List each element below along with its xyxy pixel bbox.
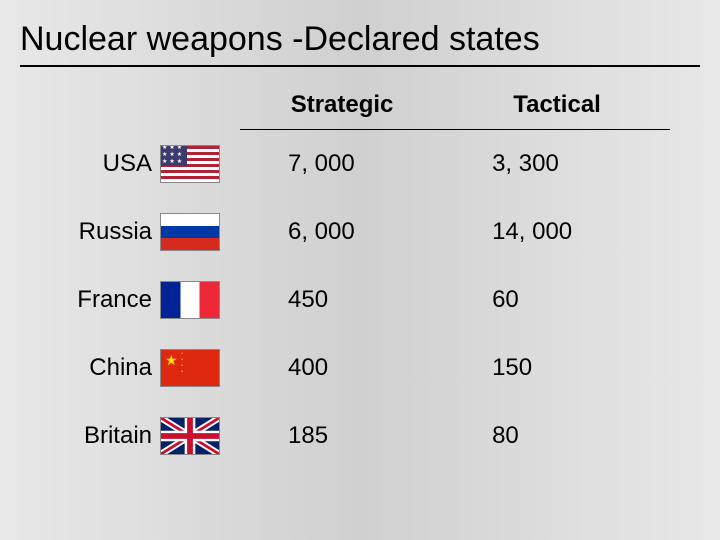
flag-china-icon: [160, 349, 220, 387]
strategic-value: 7, 000: [240, 130, 444, 198]
header-strategic: Strategic: [240, 85, 444, 130]
strategic-value: 450: [240, 266, 444, 334]
header-tactical: Tactical: [444, 85, 670, 130]
tactical-value: 14, 000: [444, 198, 670, 266]
flag-cell: [160, 266, 240, 334]
header-blank-country: [50, 85, 160, 130]
table-row: USA 7, 000 3, 300: [50, 130, 670, 198]
flag-uk-icon: [160, 417, 220, 455]
country-label: USA: [50, 130, 160, 198]
strategic-value: 6, 000: [240, 198, 444, 266]
country-label: France: [50, 266, 160, 334]
flag-usa-icon: [160, 145, 220, 183]
table-row: France 450 60: [50, 266, 670, 334]
tactical-value: 80: [444, 402, 670, 470]
slide: Nuclear weapons -Declared states Strateg…: [0, 0, 720, 540]
flag-cell: [160, 198, 240, 266]
table-row: Russia 6, 000 14, 000: [50, 198, 670, 266]
flag-cell: [160, 130, 240, 198]
table-header-row: Strategic Tactical: [50, 85, 670, 130]
table-row: China 400 150: [50, 334, 670, 402]
flag-cell: [160, 334, 240, 402]
tactical-value: 60: [444, 266, 670, 334]
table-container: Strategic Tactical USA 7, 000 3, 300 Rus…: [50, 85, 670, 470]
tactical-value: 150: [444, 334, 670, 402]
country-label: Russia: [50, 198, 160, 266]
table-row: Britain 185 80: [50, 402, 670, 470]
strategic-value: 400: [240, 334, 444, 402]
strategic-value: 185: [240, 402, 444, 470]
country-label: China: [50, 334, 160, 402]
flag-france-icon: [160, 281, 220, 319]
page-title: Nuclear weapons -Declared states: [20, 20, 700, 67]
flag-russia-icon: [160, 213, 220, 251]
country-label: Britain: [50, 402, 160, 470]
tactical-value: 3, 300: [444, 130, 670, 198]
flag-cell: [160, 402, 240, 470]
weapons-table: Strategic Tactical USA 7, 000 3, 300 Rus…: [50, 85, 670, 470]
header-blank-flag: [160, 85, 240, 130]
